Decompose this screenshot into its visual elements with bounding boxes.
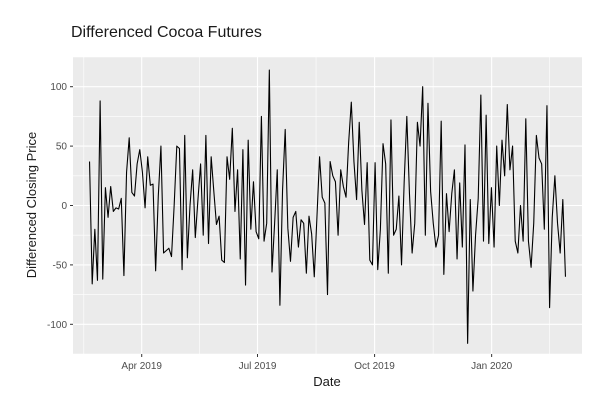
x-tick-label: Jul 2019 — [239, 361, 277, 372]
x-tick-label: Oct 2019 — [354, 361, 395, 372]
y-tick-label: 100 — [50, 82, 67, 93]
x-tick-label: Jan 2020 — [471, 361, 513, 372]
y-tick-label: 0 — [61, 201, 67, 212]
x-axis-title: Date — [313, 374, 340, 389]
x-axis: Apr 2019 Jul 2019 Oct 2019 Jan 2020 — [121, 354, 513, 372]
data-layer — [88, 69, 567, 344]
x-tick-label: Apr 2019 — [121, 361, 162, 372]
y-tick-label: -100 — [47, 320, 67, 331]
y-axis-title: Differenced Closing Price — [24, 132, 39, 278]
y-axis: -100 -50 0 50 100 — [47, 82, 73, 331]
y-tick-label: -50 — [53, 260, 68, 271]
chart-title: Differenced Cocoa Futures — [71, 24, 262, 41]
series-line — [88, 69, 567, 344]
y-tick-label: 50 — [56, 142, 68, 153]
